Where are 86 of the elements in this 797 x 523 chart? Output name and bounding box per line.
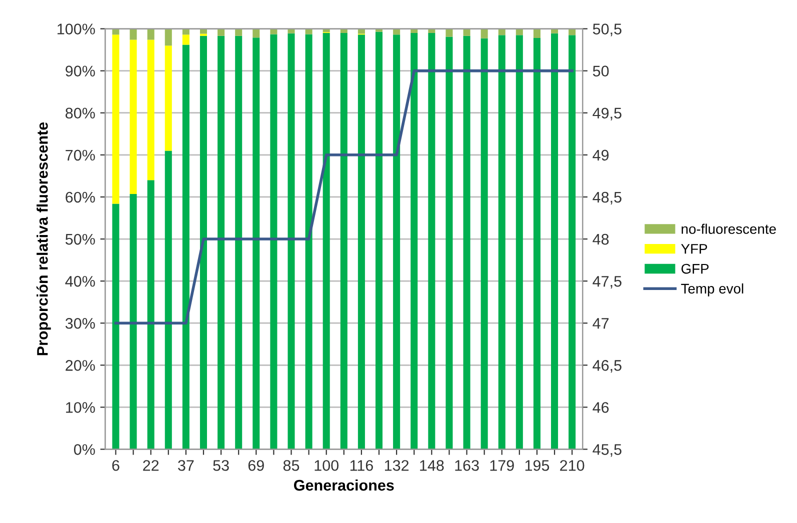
x-tick-label: 179: [490, 460, 514, 471]
y-tick-label: 50%: [66, 234, 95, 245]
x-tick-label: 100: [314, 460, 339, 471]
bar: [235, 28, 242, 36]
bar: [130, 40, 137, 194]
bar: [164, 28, 172, 46]
bar: [533, 38, 540, 450]
y2-tick-label: 50: [592, 66, 609, 76]
y2-tick-label: 50,5: [592, 24, 622, 36]
y2-tick-label: 49,5: [592, 108, 622, 120]
y-tick-label: 80%: [66, 108, 95, 119]
y-tick-label: 60%: [66, 192, 95, 203]
bar: [463, 36, 470, 450]
legend-label: Temp evol: [681, 283, 744, 296]
bar: [393, 34, 400, 450]
x-tick-label: 163: [455, 460, 479, 471]
bar: [252, 28, 260, 38]
x-tick-label: 116: [350, 460, 373, 471]
bar: [130, 28, 137, 40]
bar: [112, 34, 120, 204]
bar: [182, 34, 190, 45]
y-tick-label: 30%: [65, 318, 95, 329]
bar: [358, 34, 365, 450]
y-tick-label: 10%: [66, 402, 95, 413]
y2-tick-label: 49: [592, 150, 609, 161]
legend-label: no-fluorescente: [682, 224, 776, 234]
bar: [147, 180, 154, 450]
y2-tick-label: 48,5: [592, 192, 622, 204]
x-tick-label: 85: [283, 460, 300, 471]
line-series: [114, 69, 574, 324]
bar: [463, 28, 470, 36]
bar: [235, 36, 242, 450]
bar: [376, 32, 383, 450]
bar: [340, 32, 348, 450]
y-tick-label: 100%: [58, 24, 95, 34]
bar: [218, 36, 225, 450]
bar: [164, 46, 172, 151]
y2-tick-label: 46,5: [592, 360, 622, 373]
x-axis-title: Generaciones: [294, 479, 394, 491]
bar: [200, 36, 208, 450]
bar: [480, 28, 488, 38]
y-axis-title: Proporción relativa fluorescente: [36, 122, 51, 356]
bar: [498, 35, 506, 450]
x-tick-label: 132: [384, 460, 409, 471]
bar: [446, 28, 453, 37]
y2-tick-label: 47: [592, 318, 609, 329]
y2-tick-label: 48: [592, 234, 609, 245]
bar: [428, 32, 436, 450]
y-tick-label: 90%: [66, 66, 95, 76]
bar: [322, 32, 330, 450]
y2-tick-label: 47,5: [592, 276, 622, 289]
x-tick-label: 53: [213, 460, 229, 471]
bar: [480, 38, 488, 450]
bar: [533, 28, 540, 38]
bar: [446, 36, 453, 450]
y2-tick-label: 46: [592, 402, 609, 413]
bar: [164, 150, 172, 450]
x-tick-label: 195: [525, 460, 550, 471]
x-tick-label: 210: [560, 460, 584, 471]
x-tick-label: 37: [178, 460, 194, 471]
legend-label: YFP: [681, 244, 708, 254]
bar: [182, 44, 190, 450]
x-tick-label: 22: [143, 460, 159, 471]
y-tick-label: 40%: [65, 276, 95, 287]
bar: [252, 38, 260, 450]
x-tick-label: 69: [248, 460, 264, 471]
bar: [288, 28, 295, 34]
bar: [551, 33, 558, 450]
x-tick-label: 148: [420, 460, 444, 471]
y-tick-label: 0%: [74, 444, 95, 455]
bar: [112, 204, 120, 450]
bar: [147, 40, 154, 180]
bar: [516, 35, 523, 450]
bar: [568, 35, 576, 450]
y-tick-label: 70%: [66, 150, 95, 161]
x-tick-label: 6: [112, 460, 120, 471]
y2-tick-label: 45,5: [592, 444, 622, 457]
bar: [270, 34, 278, 450]
y-tick-label: 20%: [66, 360, 95, 371]
bar: [288, 33, 295, 450]
bar: [305, 34, 312, 450]
bar: [130, 194, 137, 450]
bar: [147, 28, 154, 40]
bar: [218, 28, 225, 36]
bar: [410, 32, 418, 450]
legend-label: GFP: [681, 264, 709, 274]
